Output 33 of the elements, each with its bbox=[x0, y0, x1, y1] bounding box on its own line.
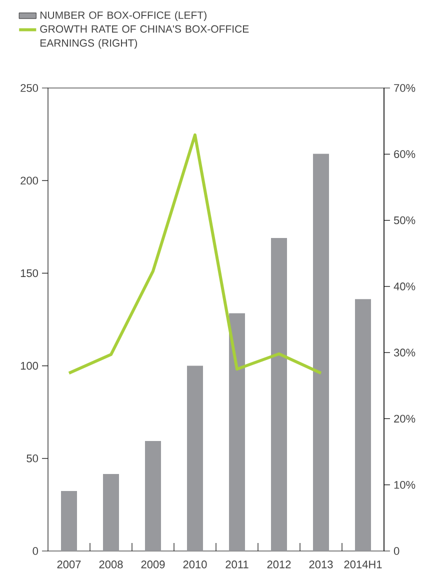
line-series bbox=[68, 133, 323, 375]
legend-label: GROWTH RATE OF CHINA'S BOX-OFFICE EARNINGS (RIGHT) bbox=[40, 25, 249, 49]
y2-tick-label: 10% bbox=[394, 480, 416, 489]
y2-tick-label: 70% bbox=[394, 84, 416, 92]
x-tick-label: 2014H1 bbox=[344, 560, 382, 568]
x-tick-label: 2008 bbox=[99, 560, 123, 568]
y2-tick-label: 0 bbox=[394, 547, 400, 555]
y-tick-label: 150 bbox=[20, 269, 38, 278]
x-tick-label: 2010 bbox=[183, 560, 207, 568]
y-tick-label: 250 bbox=[20, 84, 38, 92]
x-tick-label: 2009 bbox=[141, 560, 165, 568]
y-tick-label: 0 bbox=[32, 547, 38, 555]
y-tick-label: 200 bbox=[20, 176, 38, 184]
y2-tick-label: 30% bbox=[394, 348, 416, 356]
y2-tick-label: 60% bbox=[394, 150, 416, 158]
bar bbox=[61, 490, 77, 551]
bar bbox=[229, 313, 245, 551]
y2-tick-label: 40% bbox=[394, 282, 416, 290]
bar bbox=[355, 299, 371, 551]
bar bbox=[187, 366, 203, 551]
y2-tick-label: 50% bbox=[394, 216, 416, 224]
x-tick-label: 2013 bbox=[309, 560, 333, 568]
bar bbox=[145, 440, 161, 551]
x-tick-label: 2011 bbox=[226, 560, 248, 568]
x-tick-label: 2007 bbox=[57, 560, 81, 568]
y2-tick-label: 20% bbox=[394, 414, 416, 423]
legend-label: NUMBER OF BOX-OFFICE (LEFT) bbox=[40, 11, 206, 21]
x-tick-label: 2012 bbox=[267, 560, 291, 568]
bar bbox=[103, 474, 119, 551]
bar bbox=[313, 154, 329, 551]
y-tick-label: 100 bbox=[20, 362, 38, 370]
bar bbox=[271, 238, 287, 551]
y-tick-label: 50 bbox=[26, 454, 38, 462]
